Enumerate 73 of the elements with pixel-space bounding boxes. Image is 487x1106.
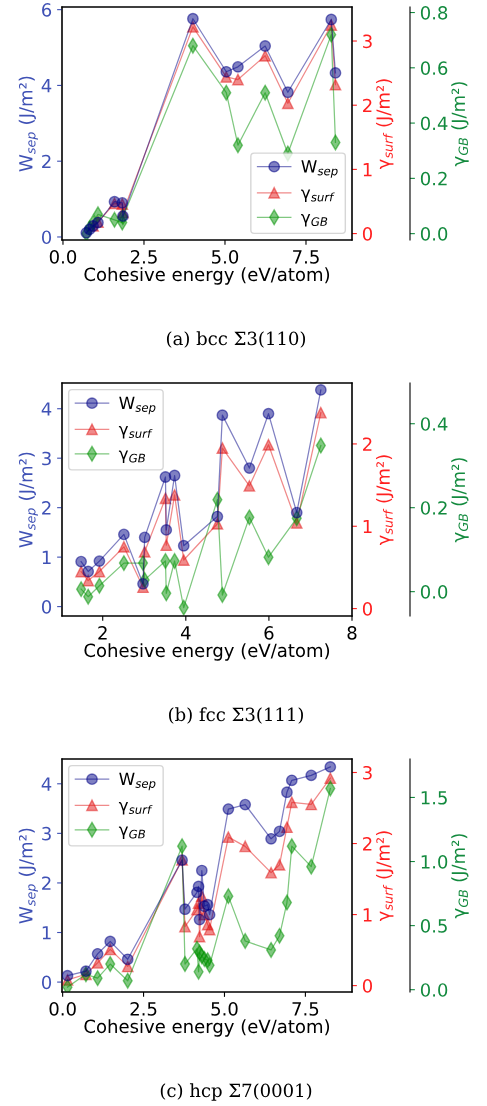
y2-axis-title: γ$_{surf}$ (J/m²) (375, 831, 394, 922)
y-tick-label: 3 (42, 451, 51, 466)
y2-tick-label: 0 (362, 602, 373, 616)
y3-tick-label: 0.4 (420, 116, 448, 131)
y-tick-label: 4 (41, 777, 52, 791)
x-tick-label: 7.5 (293, 250, 319, 264)
x-axis-title: Cohesive energy (eV/atom) (84, 267, 330, 285)
y-tick-label: 1 (42, 926, 51, 940)
y2-tick-label: 2 (363, 836, 372, 851)
y3-tick-label: 0.2 (420, 501, 447, 515)
text: (a) bcc Σ3(110) (166, 331, 306, 348)
x-tick-label: 5.0 (211, 1002, 238, 1016)
x-tick-label: 6 (264, 626, 274, 640)
y3-tick-label: 0.4 (420, 417, 448, 431)
y3-tick-label: 0.0 (420, 983, 448, 997)
text: (b) fcc Σ3(111) (169, 707, 303, 724)
y2-axis-title: γ$_{surf}$ (J/m²) (375, 79, 394, 170)
y3-tick-label: 0.5 (420, 919, 447, 933)
x-axis-title: Cohesive energy (eV/atom) (84, 643, 330, 661)
legend-label: γ$_{GB}$ (118, 826, 146, 840)
y2-tick-label: 2 (363, 98, 372, 113)
y-tick-label: 2 (42, 876, 51, 890)
y-axis-title: W$_{sep}$ (J/m²) (18, 452, 38, 548)
y-tick-label: 2 (42, 154, 51, 169)
y2-tick-label: 0 (362, 979, 373, 993)
y3-tick-label: 0.2 (420, 171, 447, 186)
y3-axis-title: γ$_{GB}$ (J/m²) (451, 834, 469, 919)
legend-label: γ$_{surf}$ (301, 189, 335, 203)
y-axis-title: W$_{sep}$ (J/m²) (18, 76, 38, 172)
text: (c) hcp Σ7(0001) (160, 1083, 312, 1101)
x-tick-label: 2.5 (130, 250, 157, 264)
x-tick-label: 8 (347, 626, 357, 640)
y-tick-label: 4 (41, 402, 52, 416)
x-tick-label: 0.0 (49, 250, 77, 264)
x-tick-label: 4 (180, 626, 191, 640)
y-tick-label: 4 (41, 79, 52, 93)
y3-tick-label: 1.0 (421, 854, 448, 869)
x-tick-label: 2 (98, 626, 107, 640)
y-tick-label: 1 (42, 550, 51, 564)
y2-tick-label: 1 (363, 908, 372, 922)
y2-tick-label: 3 (363, 765, 372, 780)
y2-tick-label: 1 (363, 163, 372, 177)
y3-axis-title: γ$_{GB}$ (J/m²) (451, 82, 469, 167)
y3-tick-label: 0.8 (420, 5, 448, 20)
y-tick-label: 0 (41, 975, 52, 990)
legend-label: W$_{sep}$ (119, 396, 156, 415)
y2-axis-title: γ$_{surf}$ (J/m²) (375, 455, 394, 546)
legend-label: γ$_{surf}$ (118, 425, 153, 439)
y-tick-label: 3 (42, 826, 51, 841)
y3-tick-label: 0.0 (420, 227, 448, 241)
y2-tick-label: 0 (362, 227, 373, 241)
x-tick-label: 7.5 (292, 1002, 319, 1016)
x-axis-title: Cohesive energy (eV/atom) (84, 1019, 330, 1037)
y2-tick-label: 3 (363, 34, 372, 49)
y3-tick-label: 0.0 (420, 585, 448, 599)
y3-axis-title: γ$_{GB}$ (J/m²) (451, 458, 469, 543)
y-tick-label: 0 (41, 230, 52, 245)
x-tick-label: 5.0 (212, 250, 239, 264)
legend-label: γ$_{GB}$ (118, 450, 146, 464)
legend-label: γ$_{GB}$ (301, 214, 328, 227)
y3-tick-label: 1.5 (421, 791, 447, 805)
y-tick-label: 2 (42, 501, 51, 515)
y3-tick-label: 0.6 (420, 61, 448, 75)
legend-label: W$_{sep}$ (119, 772, 156, 791)
y2-tick-label: 2 (363, 437, 372, 451)
y2-tick-label: 1 (363, 519, 372, 534)
legend-label: W$_{sep}$ (301, 160, 338, 178)
y-axis-title: W$_{sep}$ (J/m²) (18, 828, 38, 924)
x-tick-label: 2.5 (130, 1002, 157, 1016)
x-tick-label: 0.0 (49, 1002, 76, 1016)
y-tick-label: 6 (42, 3, 52, 17)
y-tick-label: 0 (41, 600, 52, 614)
legend-label: γ$_{surf}$ (118, 801, 153, 815)
